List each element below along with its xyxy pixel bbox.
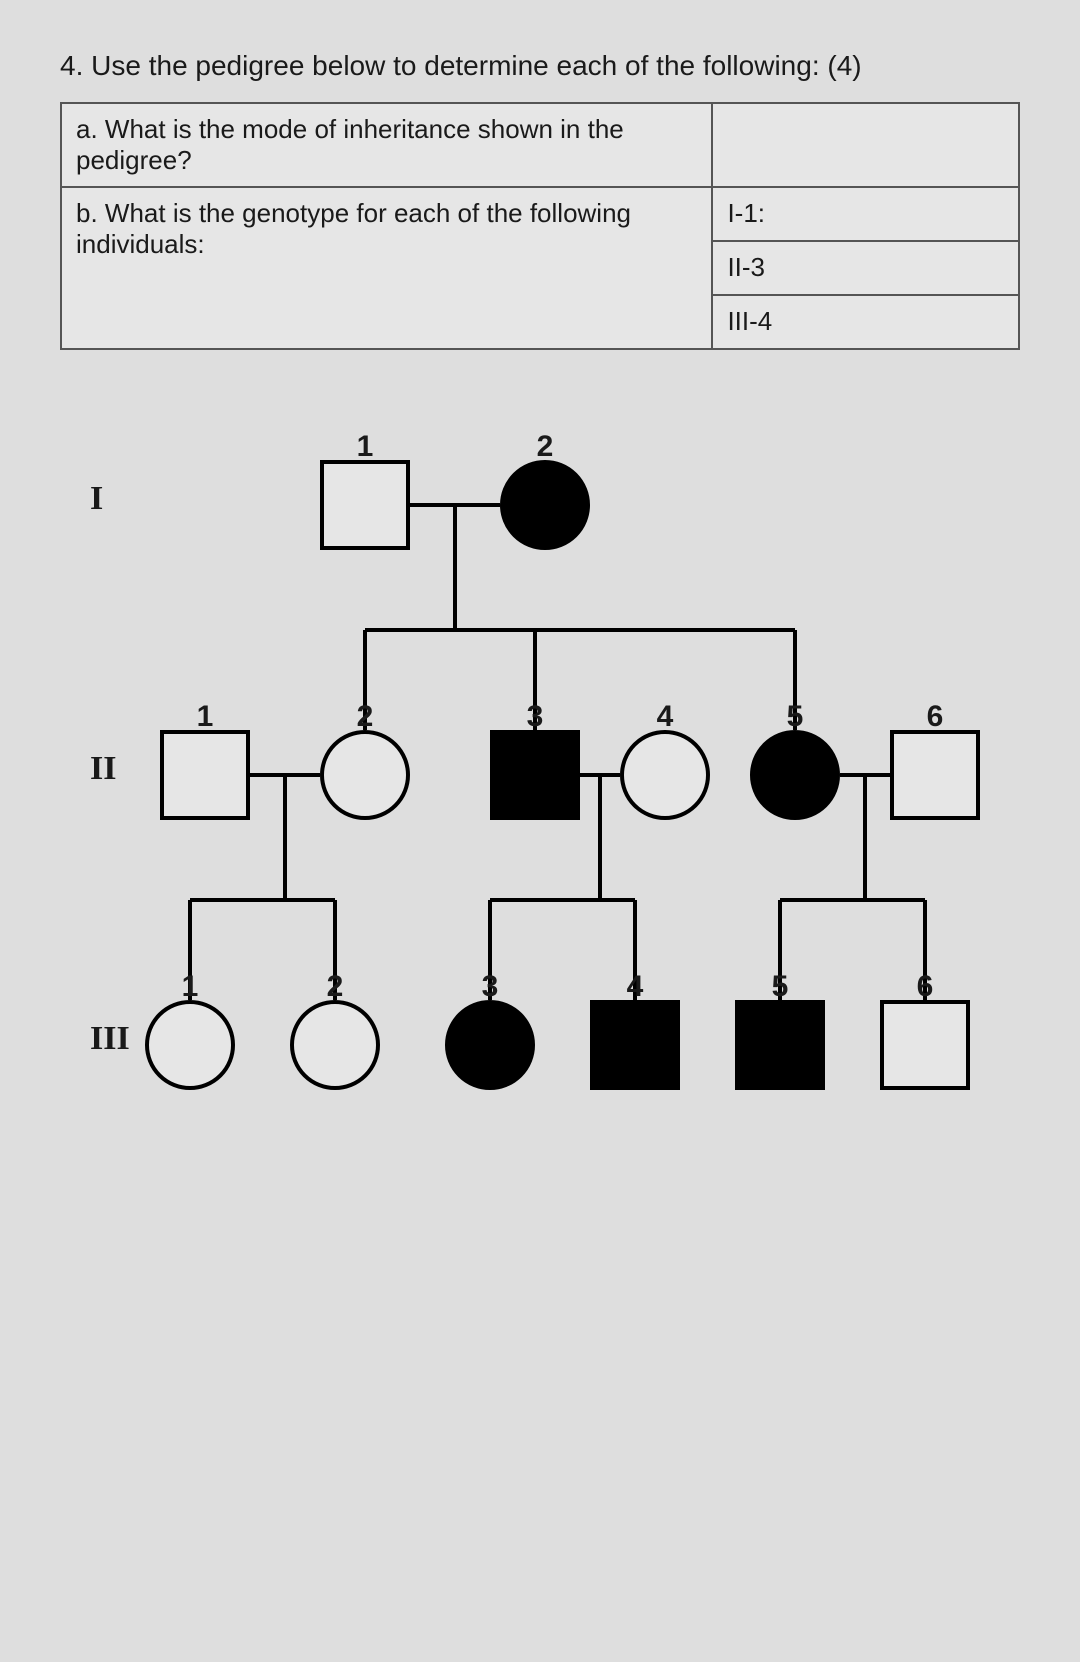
individual-I-2: [500, 460, 590, 550]
individual-III-4: [590, 1000, 680, 1090]
generation-label: I: [90, 480, 103, 518]
individual-III-3: [445, 1000, 535, 1090]
individual-II-1: [160, 730, 250, 820]
individual-III-1: [145, 1000, 235, 1090]
individual-II-5: [750, 730, 840, 820]
individual-number: 5: [775, 700, 815, 734]
part-b-cell: b. What is the genotype for each of the …: [61, 187, 712, 349]
individual-number: 3: [470, 970, 510, 1004]
individual-number: 2: [525, 430, 565, 464]
individual-number: 1: [345, 430, 385, 464]
individual-number: 2: [345, 700, 385, 734]
individual-III-6: [880, 1000, 970, 1090]
pedigree-diagram: IIIIII12123456123456: [90, 390, 990, 1210]
genotype-row-1: II-3: [712, 241, 1019, 295]
genotype-row-2: III-4: [712, 295, 1019, 349]
individual-II-3: [490, 730, 580, 820]
individual-III-2: [290, 1000, 380, 1090]
individual-number: 5: [760, 970, 800, 1004]
individual-II-4: [620, 730, 710, 820]
genotype-row-0: I-1:: [712, 187, 1019, 241]
individual-number: 1: [185, 700, 225, 734]
part-a-answer: [712, 103, 1019, 187]
individual-number: 6: [915, 700, 955, 734]
question-text: Use the pedigree below to determine each…: [91, 50, 861, 81]
generation-label: II: [90, 750, 116, 788]
individual-II-6: [890, 730, 980, 820]
generation-label: III: [90, 1020, 130, 1058]
question-stem: 4. Use the pedigree below to determine e…: [40, 50, 1040, 82]
individual-number: 2: [315, 970, 355, 1004]
individual-II-2: [320, 730, 410, 820]
question-number: 4.: [60, 50, 83, 81]
individual-number: 4: [615, 970, 655, 1004]
individual-number: 6: [905, 970, 945, 1004]
individual-number: 1: [170, 970, 210, 1004]
question-table: a. What is the mode of inheritance shown…: [60, 102, 1020, 350]
individual-number: 3: [515, 700, 555, 734]
part-a-cell: a. What is the mode of inheritance shown…: [61, 103, 712, 187]
individual-I-1: [320, 460, 410, 550]
individual-III-5: [735, 1000, 825, 1090]
individual-number: 4: [645, 700, 685, 734]
